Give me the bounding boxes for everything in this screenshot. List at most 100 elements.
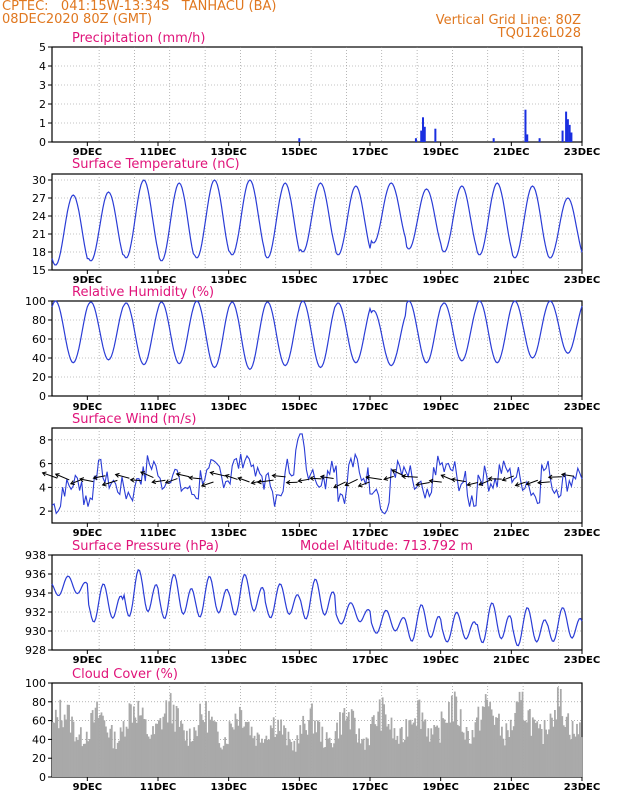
cloud-cover-bar <box>63 714 66 777</box>
humidity-ytick-label: 0 <box>39 390 46 403</box>
cloud-cover-bar <box>518 691 521 777</box>
wind-vector <box>115 474 130 479</box>
cloud-cover-bar <box>487 706 490 777</box>
cloud-cover-bar <box>160 729 163 777</box>
cloud-cover-xtick-label: 23DEC <box>564 782 600 793</box>
cloud-cover-bar <box>60 720 63 777</box>
wind-vector-head <box>319 474 325 480</box>
precipitation-xtick-label: 15DEC <box>281 147 317 158</box>
cloud-cover-bar <box>358 728 360 777</box>
cloud-cover-bar <box>128 703 131 777</box>
temperature-xtick-label: 13DEC <box>210 275 246 286</box>
temperature-ytick-label: 27 <box>32 192 46 205</box>
cloud-cover-bar <box>355 734 358 777</box>
cloud-cover-bar <box>414 718 416 777</box>
cloud-cover-bar <box>262 742 265 777</box>
wind-vector-head <box>224 474 230 479</box>
cloud-cover-bar <box>177 708 179 777</box>
wind-vector <box>416 481 430 486</box>
cloud-cover-bar <box>503 745 506 777</box>
cloud-cover-bar <box>268 739 271 777</box>
cloud-cover-bar <box>241 727 244 777</box>
cloud-cover-bar <box>224 737 227 777</box>
wind-vector <box>225 474 238 480</box>
cloud-cover-bar <box>272 717 275 777</box>
precip-bar <box>434 128 437 142</box>
wind-vector-head <box>164 479 170 484</box>
cloud-cover-bar <box>328 737 331 777</box>
wind-xtick-label: 11DEC <box>140 528 176 539</box>
cloud-cover-bar <box>331 747 334 777</box>
cloud-cover-bar <box>171 723 174 777</box>
precip-bar <box>524 109 527 142</box>
wind-vector <box>189 477 202 480</box>
cloud-cover-ytick-label: 100 <box>25 677 46 690</box>
cloud-cover-bar <box>158 720 160 777</box>
cloud-cover-bar <box>420 728 422 777</box>
cloud-cover-bar <box>252 738 254 777</box>
cloud-cover-bar <box>433 725 436 777</box>
humidity-ytick-label: 20 <box>32 371 46 384</box>
cloud-cover-bar <box>72 721 75 777</box>
cloud-cover-bar <box>418 699 421 777</box>
cloud-cover-bar <box>99 714 101 777</box>
wind-vector-head <box>365 475 370 481</box>
wind-vector-head <box>175 472 181 477</box>
cloud-cover-bar <box>294 751 297 777</box>
wind-vector-head <box>357 482 363 488</box>
cloud-cover-bar <box>526 722 528 777</box>
cloud-cover-bar <box>264 739 266 777</box>
cloud-cover-bar <box>84 743 87 777</box>
wind-vector <box>402 475 418 478</box>
cloud-cover-bar <box>74 741 76 777</box>
cloud-cover-bar <box>231 727 234 777</box>
wind-vector <box>537 481 550 484</box>
cloud-cover-bar <box>579 722 581 777</box>
cloud-cover-bar <box>203 722 206 777</box>
cloud-cover-bar <box>428 741 431 777</box>
precip-bar <box>568 124 571 142</box>
wind-vector-head <box>285 479 291 486</box>
cloud-cover-bar <box>506 730 509 777</box>
cloud-cover-bar <box>384 714 387 777</box>
cloud-cover-bar <box>430 728 433 777</box>
wind-vector-head <box>450 477 456 483</box>
cloud-cover-bar <box>225 743 228 777</box>
temperature-ytick-label: 30 <box>32 174 46 187</box>
cloud-cover-bar <box>118 740 121 777</box>
cloud-cover-bar <box>534 723 537 777</box>
cloud-cover-bar <box>124 736 126 777</box>
cloud-cover-bar <box>324 747 327 777</box>
cloud-cover-bar <box>315 732 318 777</box>
cloud-cover-bar <box>75 737 78 777</box>
precip-bar <box>492 138 495 142</box>
cloud-cover-bar <box>342 712 344 777</box>
wind-vector-head <box>383 476 389 481</box>
cloud-cover-bar <box>284 728 287 777</box>
wind-vector-head <box>344 481 350 487</box>
pressure-annotation: Model Altitude: 713.792 m <box>300 539 473 554</box>
wind-vector <box>272 474 286 478</box>
cloud-cover-bar <box>178 726 181 777</box>
pressure-ytick-label: 938 <box>25 549 46 562</box>
cloud-cover-bar <box>406 736 409 777</box>
cloud-cover-bar <box>227 744 229 777</box>
cloud-cover-bar <box>427 728 430 777</box>
cloud-cover-bar <box>110 725 113 777</box>
cloud-cover-bar <box>290 741 293 777</box>
wind-vector-head <box>92 475 98 480</box>
cloud-cover-bar <box>319 741 322 777</box>
cloud-cover-bar <box>218 743 221 777</box>
cloud-cover-bar <box>297 743 300 777</box>
pressure-xtick-label: 9DEC <box>73 655 102 666</box>
cloud-cover-bar <box>322 747 325 777</box>
cloud-cover-bar <box>412 722 415 777</box>
cloud-cover-bar <box>135 722 138 777</box>
cloud-cover-bar <box>383 704 386 777</box>
cloud-cover-bar <box>205 701 207 777</box>
cloud-cover-bar <box>484 694 487 777</box>
cloud-cover-bar <box>512 726 515 777</box>
cloud-cover-bar <box>193 727 196 777</box>
cloud-cover-bar <box>78 734 81 777</box>
cloud-cover-bar <box>57 728 60 777</box>
